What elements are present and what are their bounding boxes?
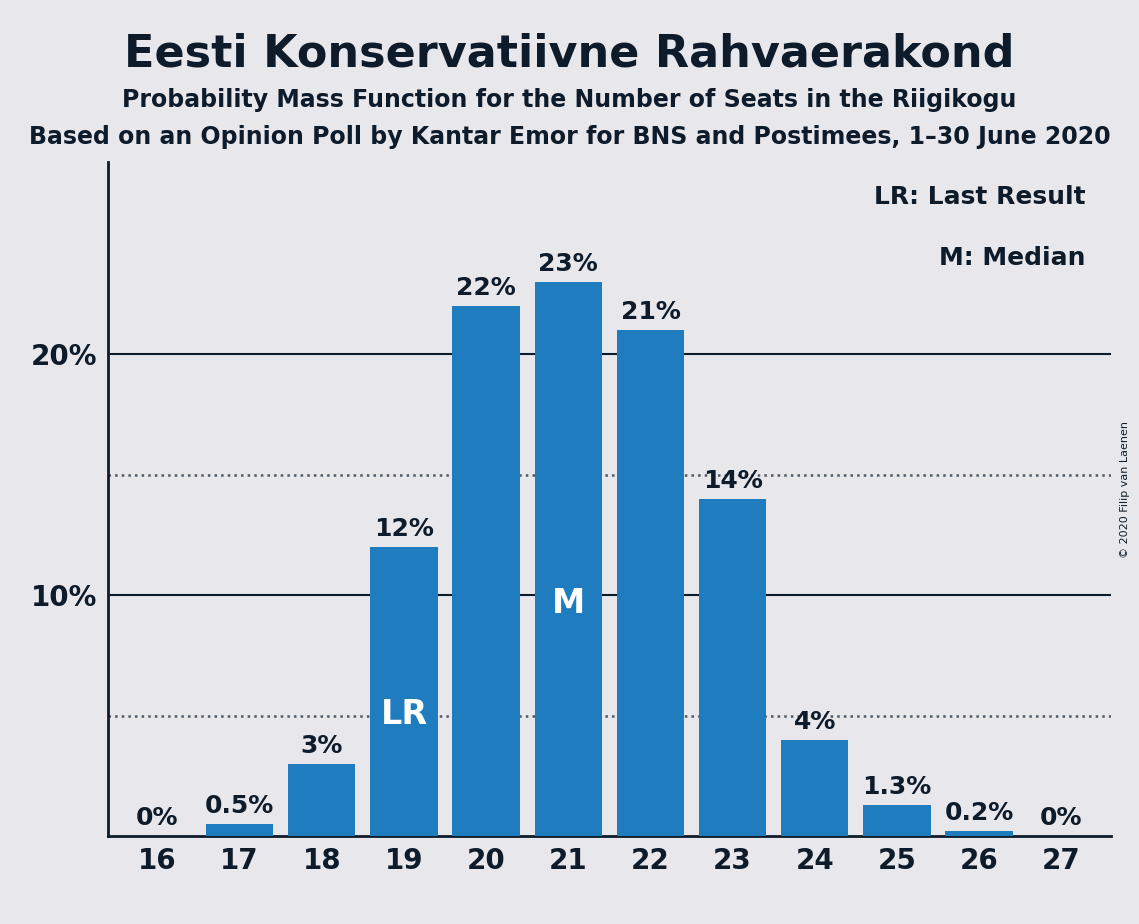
Text: 21%: 21%	[621, 300, 680, 324]
Bar	[945, 832, 1013, 836]
Bar	[370, 547, 437, 836]
Bar	[288, 764, 355, 836]
Text: 0%: 0%	[1040, 807, 1082, 830]
Text: 0%: 0%	[137, 807, 179, 830]
Text: M: M	[551, 587, 585, 620]
Bar	[452, 306, 519, 836]
Bar	[616, 331, 685, 836]
Text: 0.2%: 0.2%	[944, 801, 1014, 825]
Text: 23%: 23%	[539, 252, 598, 276]
Text: © 2020 Filip van Laenen: © 2020 Filip van Laenen	[1121, 421, 1130, 558]
Text: Probability Mass Function for the Number of Seats in the Riigikogu: Probability Mass Function for the Number…	[122, 88, 1017, 112]
Text: 4%: 4%	[794, 710, 836, 734]
Bar	[206, 824, 273, 836]
Text: 1.3%: 1.3%	[862, 775, 932, 799]
Text: Eesti Konservatiivne Rahvaerakond: Eesti Konservatiivne Rahvaerakond	[124, 32, 1015, 76]
Bar	[699, 499, 767, 836]
Bar	[534, 282, 603, 836]
Text: M: Median: M: Median	[939, 246, 1085, 270]
Text: 14%: 14%	[703, 469, 762, 492]
Text: Based on an Opinion Poll by Kantar Emor for BNS and Postimees, 1–30 June 2020: Based on an Opinion Poll by Kantar Emor …	[28, 125, 1111, 149]
Text: LR: Last Result: LR: Last Result	[874, 186, 1085, 210]
Text: 12%: 12%	[374, 517, 434, 541]
Bar	[863, 805, 931, 836]
Bar	[781, 740, 849, 836]
Text: 22%: 22%	[457, 276, 516, 300]
Text: LR: LR	[380, 699, 427, 731]
Text: 3%: 3%	[301, 734, 343, 758]
Text: 0.5%: 0.5%	[205, 794, 274, 818]
